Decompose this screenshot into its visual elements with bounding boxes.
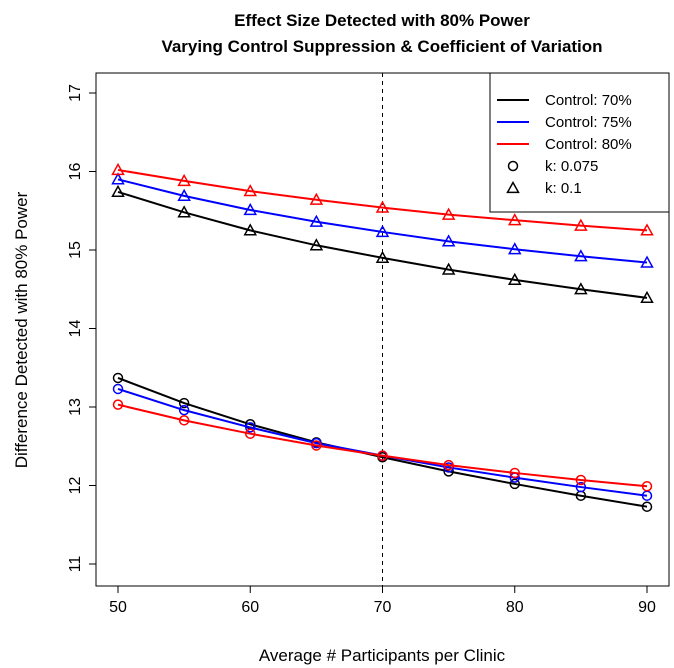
- y-tick-label: 15: [67, 241, 84, 259]
- data-point: [507, 242, 522, 255]
- data-point: [640, 223, 654, 236]
- axes: 50 60 70 80 90 11 12 13 14 15 16 17: [67, 84, 656, 616]
- data-point: [574, 282, 588, 295]
- series-control-80-k-0.1: [111, 162, 654, 236]
- x-axis-label: Average # Participants per Clinic: [259, 646, 506, 665]
- data-point: [177, 173, 191, 187]
- data-point: [111, 172, 125, 185]
- data-point: [507, 272, 522, 285]
- data-point: [177, 205, 191, 218]
- data-point: [245, 428, 256, 439]
- data-point: [574, 218, 588, 231]
- data-point: [177, 188, 191, 201]
- series-group: [111, 162, 654, 512]
- y-tick-label: 13: [67, 398, 84, 416]
- y-tick-label: 17: [67, 84, 84, 102]
- legend-swatch-circle: [507, 160, 519, 172]
- data-point: [309, 214, 324, 227]
- data-point: [507, 213, 522, 226]
- data-point: [441, 207, 456, 220]
- y-tick-label: 16: [67, 163, 84, 181]
- x-tick-label: 50: [109, 599, 127, 616]
- series-line: [117, 168, 648, 232]
- y-axis-label: Difference Detected with 80% Power: [12, 191, 31, 468]
- x-tick-label: 80: [506, 599, 524, 616]
- data-point: [574, 249, 588, 262]
- data-point: [178, 415, 190, 426]
- data-point: [575, 474, 587, 486]
- y-tick-label: 11: [67, 556, 84, 573]
- series-line: [117, 377, 648, 508]
- data-point: [641, 481, 653, 492]
- legend-entry-label: k: 0.075: [545, 158, 598, 175]
- chart-subtitle: Varying Control Suppression & Coefficien…: [161, 37, 602, 56]
- legend-entry-label: Control: 70%: [545, 92, 632, 109]
- data-point: [112, 399, 124, 410]
- data-point: [309, 192, 324, 205]
- data-point: [641, 501, 653, 512]
- legend-entry-label: Control: 75%: [545, 114, 632, 131]
- series-control-80-k-0.075: [112, 399, 653, 492]
- data-point: [112, 383, 124, 395]
- legend-entry-label: k: 0.1: [545, 180, 582, 197]
- legend-swatch-triangle: [506, 180, 520, 194]
- data-point: [441, 234, 456, 247]
- series-control-75-k-0.1: [111, 172, 654, 268]
- legend: Control: 70% Control: 75% Control: 80% k: 0…: [489, 72, 670, 213]
- data-point: [443, 459, 454, 471]
- series-line: [117, 190, 648, 299]
- data-point: [311, 440, 322, 451]
- data-point: [640, 290, 654, 304]
- series-control-70-k-0.1: [111, 184, 654, 304]
- data-point: [509, 467, 520, 479]
- series-line: [117, 403, 648, 488]
- data-point: [243, 202, 258, 216]
- data-point: [243, 184, 258, 197]
- data-point: [178, 397, 190, 409]
- x-tick-label: 70: [374, 599, 392, 616]
- y-tick-label: 12: [67, 477, 84, 495]
- chart-title: Effect Size Detected with 80% Power: [234, 11, 530, 30]
- legend-entry-label: Control: 80%: [545, 136, 632, 153]
- data-point: [243, 223, 258, 236]
- x-tick-label: 60: [241, 599, 259, 616]
- data-point: [111, 184, 125, 198]
- x-tick-label: 90: [638, 599, 656, 616]
- data-point: [509, 478, 520, 490]
- legend-box: [489, 72, 670, 213]
- data-point: [178, 404, 190, 416]
- data-point: [375, 224, 390, 238]
- data-point: [375, 250, 390, 263]
- y-tick-label: 14: [67, 320, 84, 338]
- data-point: [441, 262, 456, 275]
- data-point: [640, 255, 654, 268]
- series-line: [117, 178, 648, 264]
- data-point: [575, 481, 587, 493]
- data-point: [112, 372, 124, 384]
- data-point: [309, 238, 324, 251]
- data-point: [111, 162, 125, 176]
- data-point: [377, 450, 388, 461]
- data-point: [245, 422, 256, 433]
- data-point: [375, 200, 390, 213]
